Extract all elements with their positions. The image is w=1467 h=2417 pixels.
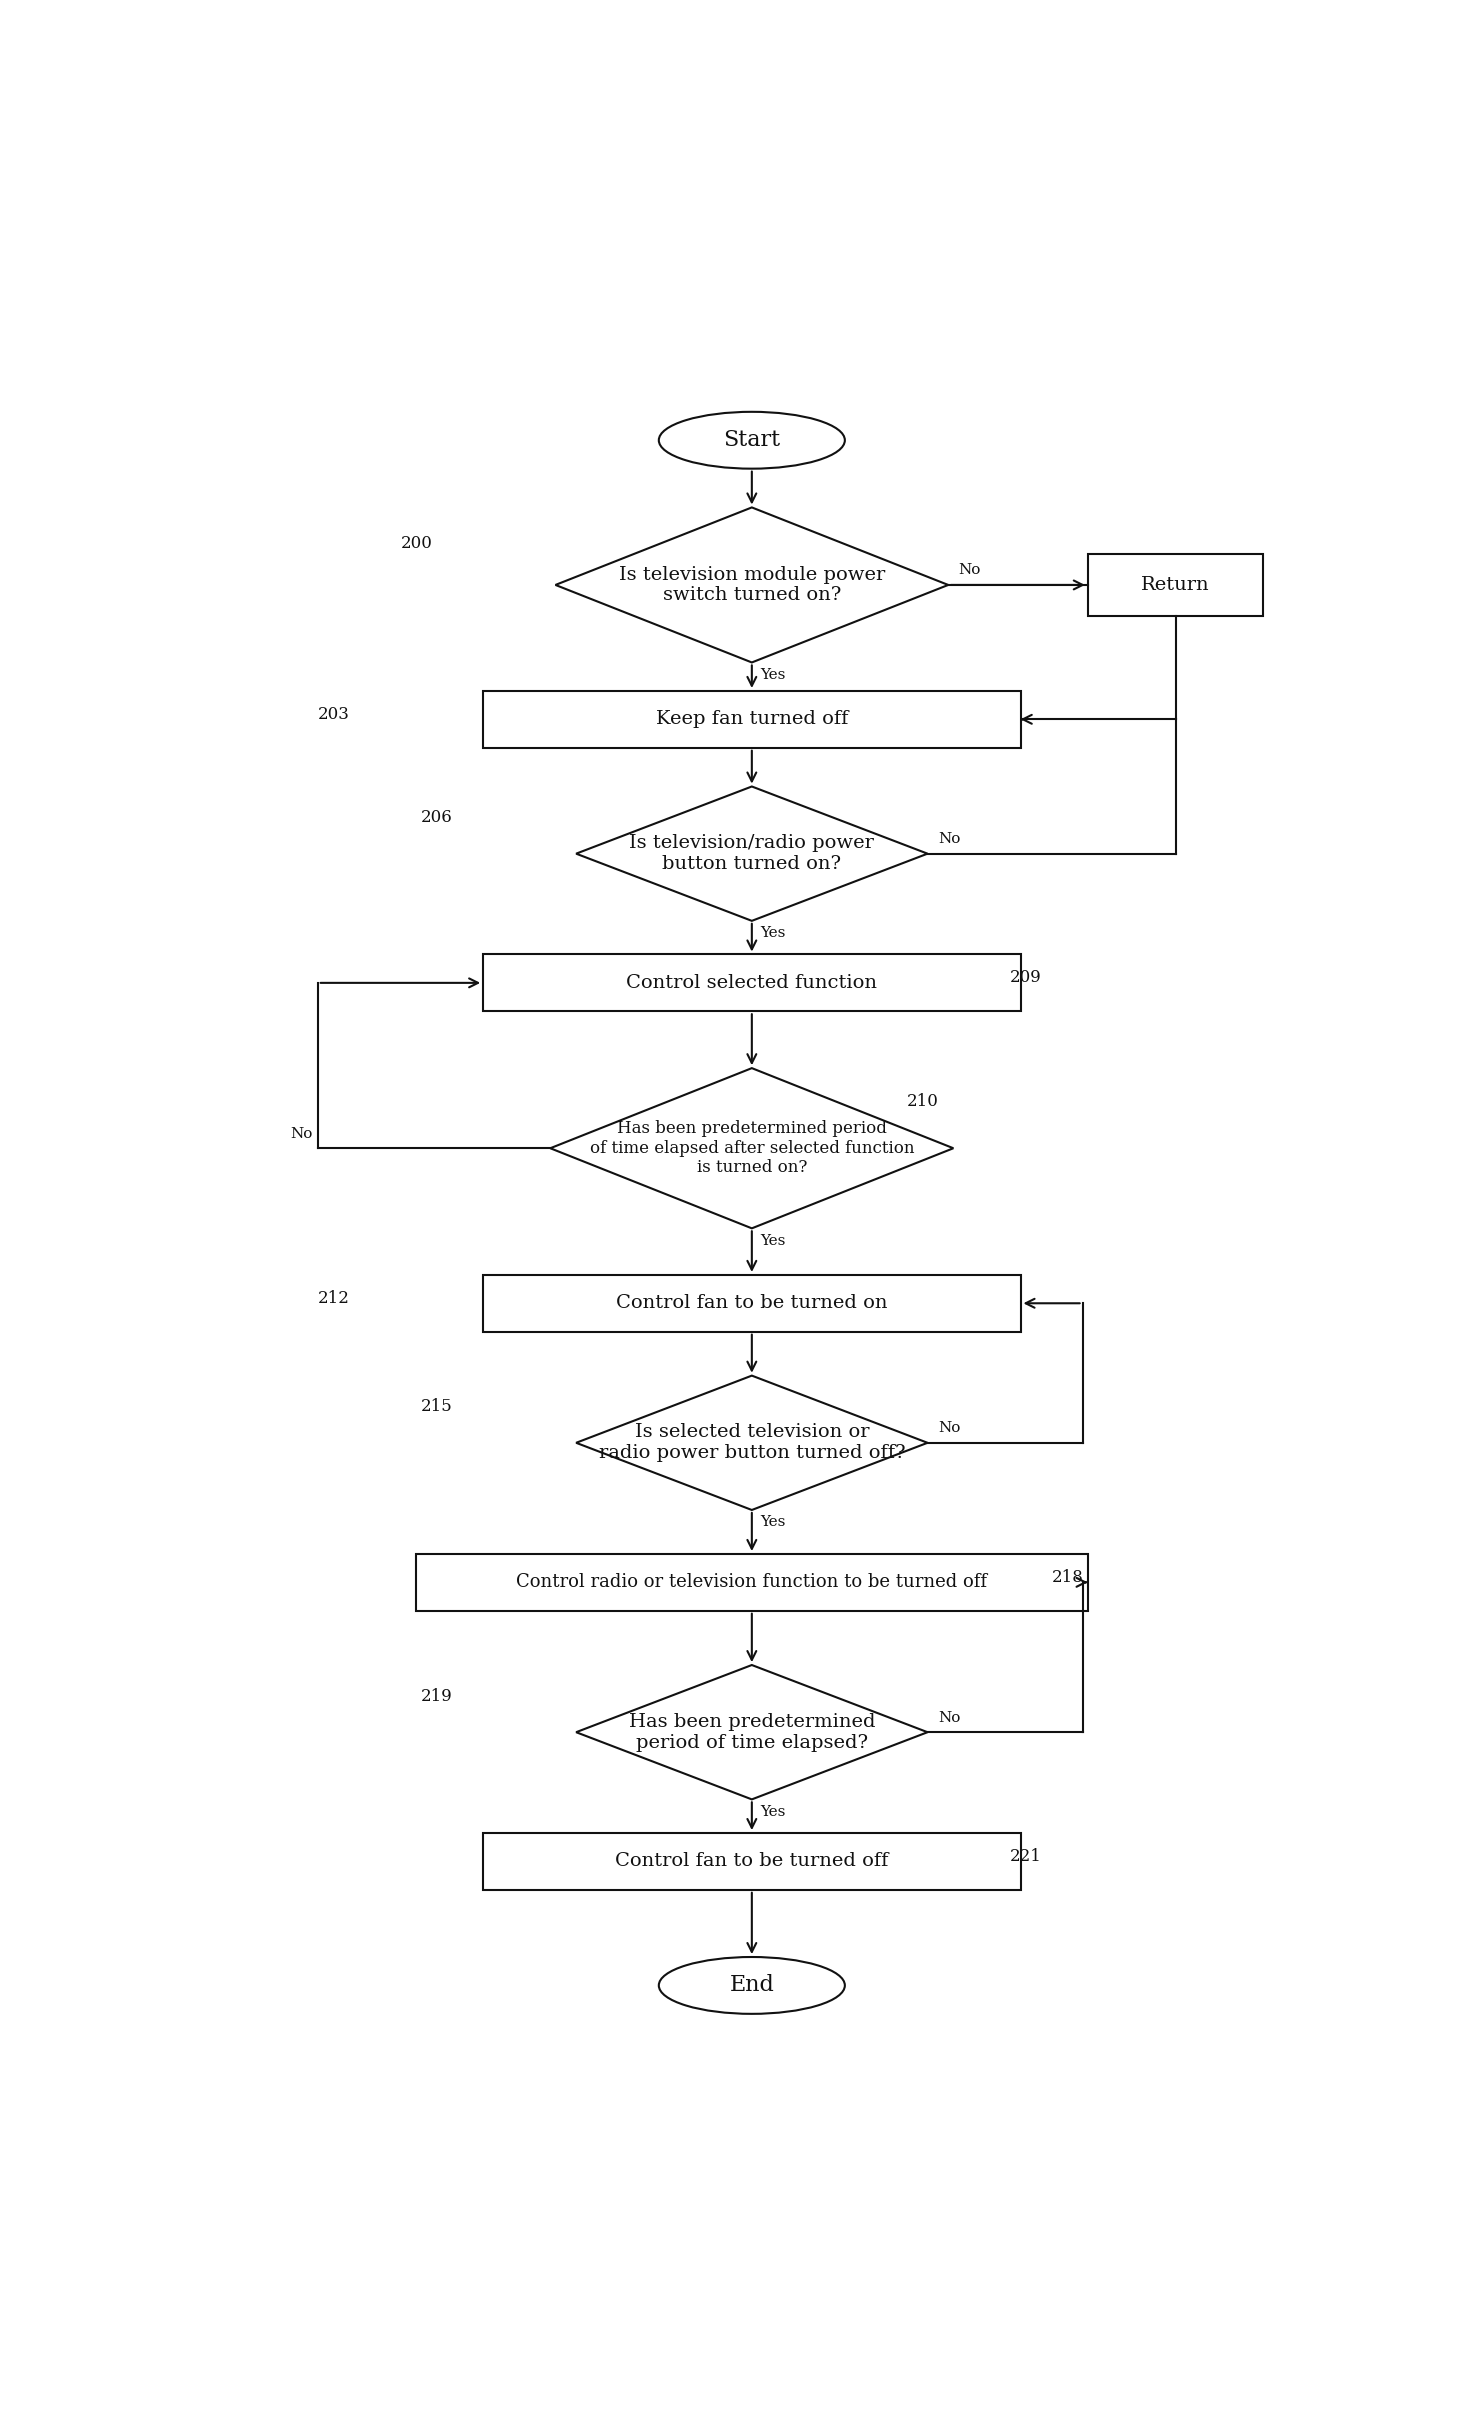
- Text: Is television/radio power
button turned on?: Is television/radio power button turned …: [629, 834, 874, 873]
- Text: Is television module power
switch turned on?: Is television module power switch turned…: [619, 566, 885, 604]
- Text: 206: 206: [421, 810, 453, 827]
- Text: Start: Start: [723, 430, 780, 452]
- Text: Yes: Yes: [760, 1515, 785, 1530]
- Ellipse shape: [659, 411, 845, 469]
- Bar: [483, 1832, 1021, 1890]
- Ellipse shape: [659, 1958, 845, 2013]
- Text: 209: 209: [1011, 969, 1042, 986]
- Text: 221: 221: [1011, 1847, 1042, 1866]
- Text: No: No: [290, 1126, 312, 1141]
- Polygon shape: [556, 508, 948, 662]
- Bar: [1087, 553, 1263, 616]
- Text: No: No: [937, 831, 961, 846]
- Text: No: No: [958, 563, 981, 578]
- Text: 212: 212: [318, 1291, 349, 1308]
- Text: Control radio or television function to be turned off: Control radio or television function to …: [516, 1573, 987, 1590]
- Text: 203: 203: [318, 706, 349, 723]
- Text: Return: Return: [1141, 575, 1210, 595]
- Text: No: No: [937, 1421, 961, 1436]
- Text: Keep fan turned off: Keep fan turned off: [656, 711, 848, 728]
- Text: End: End: [729, 1975, 775, 1996]
- Bar: [417, 1554, 1087, 1610]
- Text: Yes: Yes: [760, 667, 785, 682]
- Polygon shape: [577, 1375, 927, 1511]
- Text: Control selected function: Control selected function: [626, 974, 877, 991]
- Text: Yes: Yes: [760, 926, 785, 940]
- Text: Control fan to be turned on: Control fan to be turned on: [616, 1293, 888, 1312]
- Text: Has been predetermined period
of time elapsed after selected function
is turned : Has been predetermined period of time el…: [590, 1119, 914, 1177]
- Text: 219: 219: [421, 1687, 453, 1704]
- Text: Control fan to be turned off: Control fan to be turned off: [615, 1851, 889, 1871]
- Text: No: No: [937, 1711, 961, 1726]
- Text: 215: 215: [421, 1397, 453, 1414]
- Bar: [483, 1274, 1021, 1332]
- Text: 218: 218: [1052, 1569, 1084, 1586]
- Text: Is selected television or
radio power button turned off?: Is selected television or radio power bu…: [599, 1424, 905, 1462]
- Text: Has been predetermined
period of time elapsed?: Has been predetermined period of time el…: [628, 1714, 876, 1752]
- Text: Yes: Yes: [760, 1805, 785, 1818]
- Polygon shape: [577, 786, 927, 921]
- Text: Yes: Yes: [760, 1233, 785, 1247]
- Polygon shape: [550, 1068, 954, 1228]
- Text: 200: 200: [400, 534, 433, 551]
- Bar: [483, 691, 1021, 747]
- Bar: [483, 955, 1021, 1010]
- Polygon shape: [577, 1665, 927, 1798]
- Text: 210: 210: [907, 1092, 939, 1109]
